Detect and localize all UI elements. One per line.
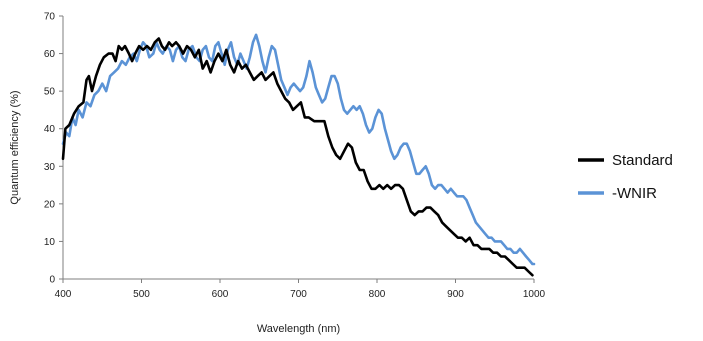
series-line-standard [61,37,534,277]
y-axis-title: Quantum efficiency (%) [9,90,21,204]
y-tick-label: 40 [44,124,56,135]
y-tick-label: 30 [44,162,56,173]
y-tick-label: 50 [44,87,56,98]
legend-label: -WNIR [612,185,657,202]
x-tick-label: 1000 [523,289,546,300]
x-axis-ticks: 400 500 600 700 800 900 1000 [55,279,546,300]
y-tick-label: 0 [49,275,55,286]
y-tick-label: 70 [44,12,56,23]
x-tick-label: 500 [133,289,150,300]
y-tick-label: 60 [44,49,56,60]
legend: Standard -WNIR [578,152,673,202]
y-tick-label: 20 [44,199,56,210]
x-tick-label: 900 [447,289,464,300]
series-line-wnir [61,33,536,266]
x-tick-label: 400 [55,289,72,300]
x-tick-label: 800 [369,289,386,300]
y-tick-label: 10 [44,237,56,248]
x-tick-label: 600 [212,289,229,300]
legend-label: Standard [612,152,673,169]
series-layer [61,33,536,277]
x-axis-title: Wavelength (nm) [257,323,340,335]
y-axis-ticks: 0 10 20 30 40 50 60 70 [44,12,63,286]
x-tick-label: 700 [290,289,307,300]
